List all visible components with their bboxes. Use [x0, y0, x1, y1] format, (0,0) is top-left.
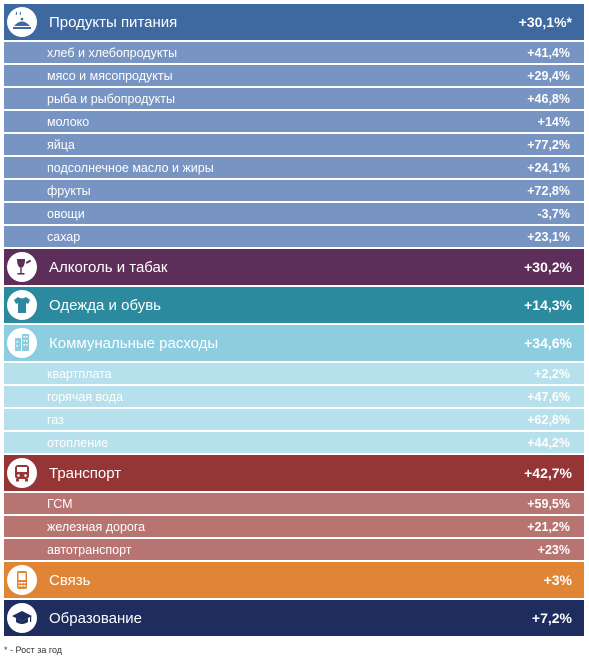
category-value: +34,6% [524, 335, 572, 351]
category-icon-box [4, 455, 40, 491]
subcategory-value: +47,6% [527, 389, 570, 404]
subcategory-row: автотранспорт +23% [4, 539, 584, 560]
subcategory-row: горячая вода +47,6% [4, 386, 584, 407]
category-icon-box [4, 600, 40, 636]
subcategory-label: газ [47, 412, 64, 427]
mobile-phone-icon [7, 565, 37, 595]
subcategory-value: +2,2% [534, 366, 570, 381]
shirt-icon [7, 290, 37, 320]
subcategory-value: +21,2% [527, 519, 570, 534]
subcategory-value: +44,2% [527, 435, 570, 450]
subcategory-row: рыба и рыбопродукты +46,8% [4, 88, 584, 109]
subcategory-row: хлеб и хлебопродукты +41,4% [4, 42, 584, 63]
category-icon-box [4, 249, 40, 285]
subcategory-row: сахар +23,1% [4, 226, 584, 247]
category-label: Продукты питания [49, 13, 178, 31]
subcategory-value: +62,8% [527, 412, 570, 427]
subcategory-row: молоко +14% [4, 111, 584, 132]
subcategory-label: фрукты [47, 183, 91, 198]
subcategory-value: +41,4% [527, 45, 570, 60]
subcategory-row: отопление +44,2% [4, 432, 584, 453]
subcategory-row: яйца +77,2% [4, 134, 584, 155]
subcategory-label: автотранспорт [47, 542, 132, 557]
category-row: Одежда и обувь +14,3% [4, 287, 584, 323]
subcategory-value: +46,8% [527, 91, 570, 106]
category-value: +3% [543, 572, 572, 588]
subcategory-label: ГСМ [47, 496, 73, 511]
subcategory-value: +23,1% [527, 229, 570, 244]
subcategory-value: +23% [537, 542, 570, 557]
building-icon [7, 328, 37, 358]
category-row: Связь +3% [4, 562, 584, 598]
category-label: Алкоголь и табак [49, 258, 168, 276]
subcategory-label: хлеб и хлебопродукты [47, 45, 178, 60]
bus-icon [7, 458, 37, 488]
category-icon-box [4, 562, 40, 598]
category-label: Транспорт [49, 464, 122, 482]
subcategory-label: железная дорога [47, 519, 146, 534]
subcategory-value: +59,5% [527, 496, 570, 511]
category-row: Коммунальные расходы +34,6% [4, 325, 584, 361]
category-label: Коммунальные расходы [49, 334, 219, 352]
subcategory-label: сахар [47, 229, 81, 244]
category-label: Связь [49, 571, 91, 589]
subcategory-row: овощи -3,7% [4, 203, 584, 224]
subcategory-value: +77,2% [527, 137, 570, 152]
graduation-cap-icon [7, 603, 37, 633]
subcategory-label: рыба и рыбопродукты [47, 91, 175, 106]
subcategory-row: газ +62,8% [4, 409, 584, 430]
subcategory-value: -3,7% [537, 206, 570, 221]
subcategory-row: ГСМ +59,5% [4, 493, 584, 514]
subcategory-row: квартплата +2,2% [4, 363, 584, 384]
subcategory-label: подсолнечное масло и жиры [47, 160, 214, 175]
category-icon-box [4, 287, 40, 323]
category-value: +42,7% [524, 465, 572, 481]
category-value: +30,2% [524, 259, 572, 275]
category-value: +14,3% [524, 297, 572, 313]
category-label: Одежда и обувь [49, 296, 161, 314]
subcategory-value: +72,8% [527, 183, 570, 198]
food-icon [7, 7, 37, 37]
subcategory-row: мясо и мясопродукты +29,4% [4, 65, 584, 86]
subcategory-value: +14% [537, 114, 570, 129]
subcategory-label: квартплата [47, 366, 112, 381]
category-icon-box [4, 4, 40, 40]
subcategory-label: отопление [47, 435, 109, 450]
subcategory-row: железная дорога +21,2% [4, 516, 584, 537]
subcategory-value: +24,1% [527, 160, 570, 175]
wine-glass-icon [7, 252, 37, 282]
subcategory-label: горячая вода [47, 389, 123, 404]
subcategory-label: мясо и мясопродукты [47, 68, 173, 83]
subcategory-label: молоко [47, 114, 90, 129]
category-value: +30,1%* [518, 14, 572, 30]
category-row: Продукты питания +30,1%* [4, 4, 584, 40]
category-row: Алкоголь и табак +30,2% [4, 249, 584, 285]
category-value: +7,2% [531, 610, 572, 626]
category-row: Транспорт +42,7% [4, 455, 584, 491]
category-row: Образование +7,2% [4, 600, 584, 636]
category-icon-box [4, 325, 40, 361]
price-growth-table: Продукты питания +30,1%* хлеб и хлебопроду… [4, 4, 584, 638]
subcategory-label: яйца [47, 137, 75, 152]
footnote: * - Рост за год [4, 645, 63, 655]
subcategory-label: овощи [47, 206, 85, 221]
subcategory-row: подсолнечное масло и жиры +24,1% [4, 157, 584, 178]
category-label: Образование [49, 609, 142, 627]
subcategory-value: +29,4% [527, 68, 570, 83]
subcategory-row: фрукты +72,8% [4, 180, 584, 201]
